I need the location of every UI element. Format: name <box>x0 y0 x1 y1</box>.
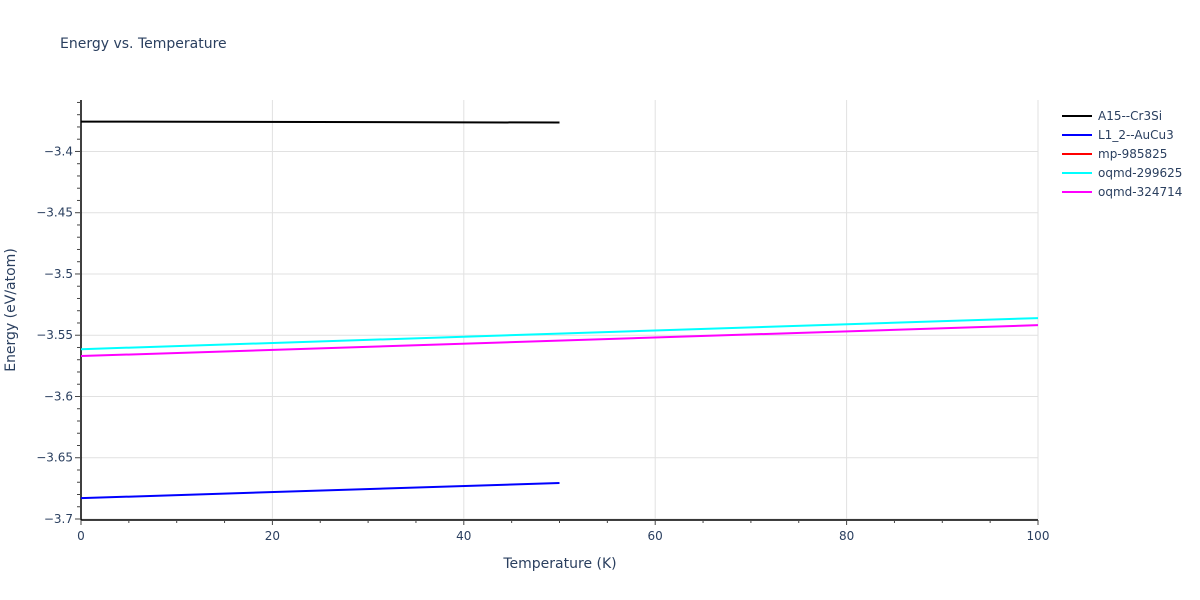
x-tick-label: 80 <box>839 529 854 543</box>
y-tick-label: −3.6 <box>44 389 73 403</box>
legend-swatch-icon <box>1062 114 1092 117</box>
legend-swatch-icon <box>1062 171 1092 174</box>
legend-item[interactable]: mp-985825 <box>1062 144 1182 163</box>
legend-item[interactable]: L1_2--AuCu3 <box>1062 125 1182 144</box>
chart-title: Energy vs. Temperature <box>60 36 227 52</box>
x-tick-label: 100 <box>1027 529 1050 543</box>
legend-item[interactable]: oqmd-299625 <box>1062 163 1182 182</box>
y-tick-label: −3.5 <box>44 267 73 281</box>
legend-label: oqmd-324714 <box>1098 184 1183 199</box>
legend-swatch-icon <box>1062 133 1092 136</box>
gridlines <box>81 100 1039 520</box>
y-tick-label: −3.65 <box>36 451 73 465</box>
legend-swatch-icon <box>1062 190 1092 193</box>
x-tick-label: 0 <box>77 529 85 543</box>
series-line-oqmd-324714[interactable] <box>80 324 1039 358</box>
series-line-oqmd-299625[interactable] <box>80 317 1039 351</box>
legend-label: oqmd-299625 <box>1098 165 1183 180</box>
x-tick-label: 40 <box>456 529 471 543</box>
legend-label: A15--Cr3Si <box>1098 108 1163 123</box>
x-tick-label: 20 <box>265 529 280 543</box>
series-lines <box>80 120 1039 500</box>
legend-item[interactable]: A15--Cr3Si <box>1062 106 1182 125</box>
y-tick-label: −3.45 <box>36 206 73 220</box>
axes: 0 20 40 60 80 100 −3.4 −3.45 −3.5 −3.55 −3.6 −3.65 −… <box>36 100 1049 543</box>
y-tick-label: −3.7 <box>44 512 73 526</box>
legend: A15--Cr3Si L1_2--AuCu3 mp-985825 oqmd-29962… <box>1062 106 1182 201</box>
legend-label: mp-985825 <box>1098 146 1168 161</box>
legend-item[interactable]: oqmd-324714 <box>1062 182 1182 201</box>
y-axis-title: Energy (eV/atom) <box>3 248 19 372</box>
y-tick-label: −3.4 <box>44 144 73 158</box>
series-line-L1_2--AuCu3[interactable] <box>80 481 560 500</box>
legend-swatch-icon <box>1062 152 1092 155</box>
legend-label: L1_2--AuCu3 <box>1098 127 1174 142</box>
series-line-A15--Cr3Si[interactable] <box>80 120 560 124</box>
x-axis-title: Temperature (K) <box>502 556 616 572</box>
y-tick-label: −3.55 <box>36 328 73 342</box>
x-tick-label: 60 <box>648 529 663 543</box>
